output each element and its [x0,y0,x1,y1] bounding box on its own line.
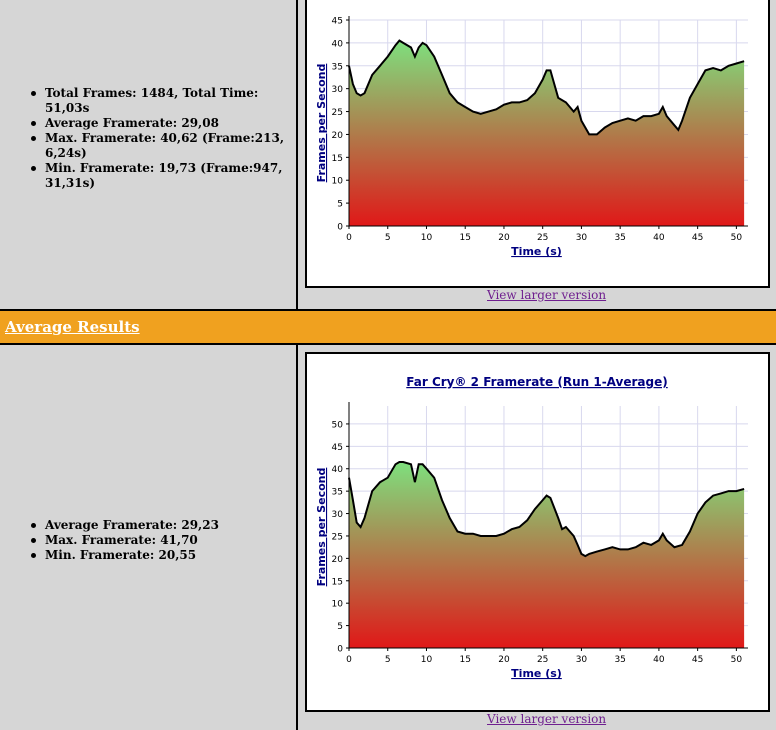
band-top-rule [0,309,776,311]
y-tick-label: 35 [332,62,343,72]
row2-divider [296,345,298,730]
x-tick-label: 0 [346,233,352,243]
average-framerate-chart: 0 5 10 15 20 25 30 35 40 45 50 0 5 10 15 20 25 30 35 40 45 50… [315,375,748,680]
y-tick-label: 5 [337,200,343,210]
y-axis-label: Frames per Second [315,64,328,183]
x-tick-label: 35 [614,655,625,665]
x-tick-label: 35 [614,233,625,243]
x-tick-label: 10 [421,655,433,665]
y-tick-label: 10 [332,600,344,610]
y-tick-label: 45 [332,17,343,27]
x-axis-label: Time (s) [511,667,562,680]
x-tick-label: 25 [537,233,548,243]
run1-framerate-chart: 0 5 10 15 20 25 30 35 40 45 0 5 10 15 20 25 30 35 40 45 50 Ti… [315,16,748,258]
stat-total-frames: Total Frames: 1484, Total Time: 51,03s [0,86,296,116]
run1-view-larger-link[interactable]: View larger version [487,288,607,302]
y-tick-label: 0 [337,223,343,233]
series-area [349,462,745,648]
chart-title: Far Cry® 2 Framerate (Run 1-Average) [406,375,667,389]
average-view-larger-link[interactable]: View larger version [487,712,607,726]
x-tick-label: 25 [537,655,548,665]
row1-divider [296,0,298,311]
x-tick-label: 30 [576,655,588,665]
y-tick-label: 20 [332,131,344,141]
x-tick-label: 20 [498,655,510,665]
average-results-link[interactable]: Average Results [5,318,140,336]
x-tick-label: 20 [498,233,510,243]
series-line [348,461,745,558]
y-tick-label: 0 [337,645,343,655]
y-tick-label: 30 [332,85,344,95]
stat-max-framerate: Max. Framerate: 41,70 [0,533,296,548]
average-chart-frame: 0 5 10 15 20 25 30 35 40 45 50 0 5 10 15 20 25 30 35 40 45 50… [305,352,770,712]
x-tick-label: 15 [459,655,470,665]
stat-min-framerate: Min. Framerate: 20,55 [0,548,296,563]
stat-average-framerate: Average Framerate: 29,08 [0,116,296,131]
y-tick-label: 25 [332,532,343,542]
average-results-header: Average Results [0,311,776,343]
x-tick-label: 30 [576,233,588,243]
x-tick-label: 40 [653,655,665,665]
y-tick-label: 35 [332,488,343,498]
y-tick-label: 25 [332,108,343,118]
x-tick-label: 40 [653,233,665,243]
x-tick-label: 50 [731,655,743,665]
x-tick-label: 50 [731,233,743,243]
band-bottom-rule [0,343,776,345]
x-tick-label: 5 [385,655,391,665]
x-tick-label: 15 [459,233,470,243]
x-axis-label: Time (s) [511,245,562,258]
run1-stats-list: Total Frames: 1484, Total Time: 51,03s A… [0,86,296,191]
x-tick-label: 45 [692,655,703,665]
average-stats-list: Average Framerate: 29,23 Max. Framerate:… [0,518,296,563]
x-tick-label: 0 [346,655,352,665]
series-line [348,39,745,136]
y-tick-label: 20 [332,555,344,565]
stat-max-framerate: Max. Framerate: 40,62 (Frame:213, 6,24s) [0,131,296,161]
y-tick-label: 5 [337,622,343,632]
x-tick-label: 5 [385,233,391,243]
y-tick-label: 45 [332,443,343,453]
y-tick-label: 40 [332,39,344,49]
stat-average-framerate: Average Framerate: 29,23 [0,518,296,533]
x-tick-label: 10 [421,233,433,243]
y-axis-label: Frames per Second [315,468,328,587]
y-tick-label: 40 [332,465,344,475]
y-tick-label: 50 [332,420,344,430]
y-tick-label: 30 [332,510,344,520]
y-tick-label: 15 [332,577,343,587]
run1-chart-frame: 0 5 10 15 20 25 30 35 40 45 0 5 10 15 20 25 30 35 40 45 50 Ti… [305,0,770,288]
stat-min-framerate: Min. Framerate: 19,73 (Frame:947, 31,31s… [0,161,296,191]
series-area [349,40,745,226]
x-tick-label: 45 [692,233,703,243]
y-tick-label: 15 [332,154,343,164]
y-tick-label: 10 [332,177,344,187]
